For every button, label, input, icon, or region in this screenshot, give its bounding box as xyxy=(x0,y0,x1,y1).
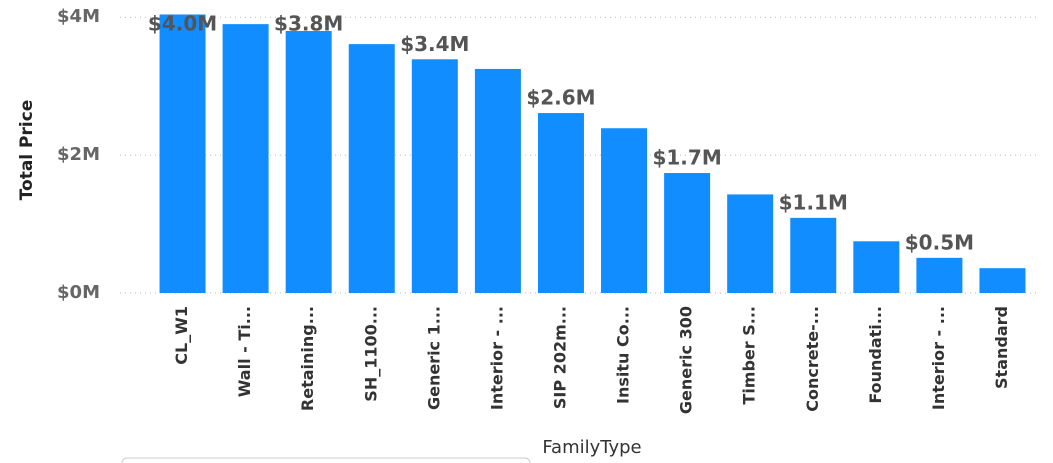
x-tick-label: Concrete-... xyxy=(803,306,822,412)
data-label: $3.4M xyxy=(400,32,469,56)
bar xyxy=(601,128,648,293)
bar xyxy=(537,113,584,293)
bar xyxy=(664,173,711,293)
bar xyxy=(853,241,900,293)
bar xyxy=(411,59,458,293)
x-tick-label: Timber S... xyxy=(740,306,759,405)
x-tick-label: Standard xyxy=(992,306,1011,389)
scrollbar[interactable] xyxy=(121,457,531,463)
bar xyxy=(727,194,774,293)
data-label: $2.6M xyxy=(526,86,595,110)
data-label: $3.8M xyxy=(274,12,343,36)
x-tick-label: CL_W1 xyxy=(172,306,191,365)
x-tick-label: Foundati... xyxy=(866,306,885,404)
x-tick-label: SIP 202m... xyxy=(550,306,569,409)
x-tick-label: Insitu Co... xyxy=(614,306,633,404)
bar xyxy=(159,14,206,293)
bar xyxy=(474,68,521,293)
data-label: $4.0M xyxy=(148,12,217,36)
bar xyxy=(790,217,837,293)
x-tick-label: Generic 300 xyxy=(677,306,696,414)
y-tick-label: $0M xyxy=(57,282,100,303)
data-label: $1.7M xyxy=(652,146,721,170)
y-tick-label: $2M xyxy=(57,144,100,165)
y-tick-label: $4M xyxy=(57,6,100,27)
data-label: $1.1M xyxy=(779,190,848,214)
x-tick-label: Retaining... xyxy=(298,306,317,411)
x-tick-label: SH_1100... xyxy=(361,306,380,402)
bar xyxy=(285,31,332,293)
bar xyxy=(916,257,963,293)
data-label: $0.5M xyxy=(905,230,974,254)
x-tick-label: Interior - ... xyxy=(487,306,506,410)
x-axis-title: FamilyType xyxy=(542,437,641,458)
y-axis-title: Total Price xyxy=(17,100,37,201)
x-tick-label: Wall - Ti... xyxy=(235,306,254,397)
bar xyxy=(979,268,1026,293)
x-tick-label: Interior - ... xyxy=(929,306,948,410)
bar xyxy=(348,44,395,294)
bar xyxy=(222,24,269,293)
x-tick-label: Generic 1... xyxy=(424,306,443,410)
